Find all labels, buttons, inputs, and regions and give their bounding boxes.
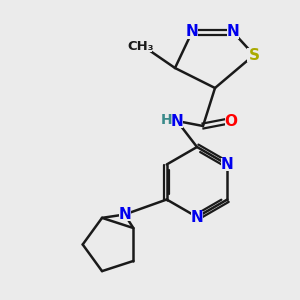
Text: N: N	[190, 209, 203, 224]
Text: O: O	[224, 113, 238, 128]
FancyBboxPatch shape	[221, 158, 233, 171]
Text: N: N	[226, 25, 239, 40]
FancyBboxPatch shape	[247, 48, 261, 62]
Text: CH₃: CH₃	[128, 40, 154, 52]
Text: N: N	[221, 157, 234, 172]
FancyBboxPatch shape	[224, 115, 238, 128]
FancyBboxPatch shape	[186, 26, 198, 38]
FancyBboxPatch shape	[227, 26, 239, 38]
FancyBboxPatch shape	[162, 115, 172, 125]
Text: N: N	[171, 113, 183, 128]
FancyBboxPatch shape	[130, 40, 152, 52]
FancyBboxPatch shape	[171, 115, 183, 128]
FancyBboxPatch shape	[191, 211, 203, 224]
Text: N: N	[186, 25, 198, 40]
FancyBboxPatch shape	[119, 208, 131, 221]
Text: N: N	[118, 207, 131, 222]
Text: S: S	[248, 47, 260, 62]
Text: H: H	[161, 113, 173, 127]
